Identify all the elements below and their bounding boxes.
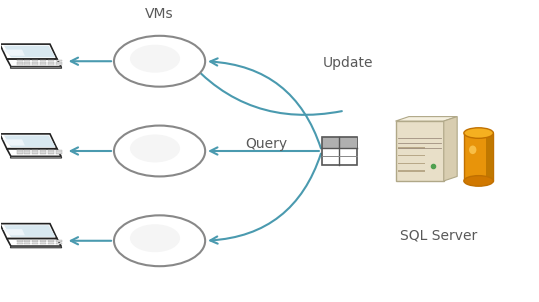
Bar	[32, 62, 38, 63]
Circle shape	[130, 134, 180, 162]
Bar	[486, 133, 493, 181]
Bar	[40, 150, 46, 151]
Bar	[17, 150, 23, 151]
Bar	[48, 239, 54, 241]
Bar	[56, 60, 61, 61]
Bar	[24, 152, 30, 153]
Bar	[398, 155, 425, 156]
Circle shape	[114, 36, 205, 87]
Bar	[32, 63, 38, 65]
Bar	[40, 63, 46, 65]
Bar	[56, 153, 61, 154]
Polygon shape	[7, 59, 61, 67]
Circle shape	[114, 215, 205, 266]
Polygon shape	[396, 117, 457, 121]
Bar	[56, 241, 61, 243]
Bar	[56, 150, 61, 151]
Bar	[32, 241, 38, 243]
Polygon shape	[0, 224, 57, 239]
Polygon shape	[3, 139, 25, 146]
Bar	[32, 153, 38, 154]
Bar	[40, 62, 46, 63]
Polygon shape	[444, 117, 457, 181]
Text: Update: Update	[323, 56, 374, 70]
Bar	[40, 60, 46, 61]
Bar	[24, 60, 30, 61]
Bar	[56, 152, 61, 153]
Polygon shape	[10, 156, 61, 158]
Circle shape	[130, 224, 180, 252]
FancyBboxPatch shape	[396, 121, 444, 181]
Polygon shape	[0, 44, 57, 59]
Polygon shape	[7, 149, 61, 156]
Bar	[40, 153, 46, 154]
Bar	[40, 152, 46, 153]
Bar	[17, 153, 23, 154]
Bar	[48, 243, 54, 244]
Bar	[24, 62, 30, 63]
Bar	[17, 239, 23, 241]
Polygon shape	[4, 225, 56, 237]
Bar	[56, 63, 61, 65]
Bar	[24, 241, 30, 243]
Bar	[32, 152, 38, 153]
Polygon shape	[7, 239, 61, 246]
Polygon shape	[3, 50, 25, 56]
Bar	[48, 63, 54, 65]
Bar	[56, 243, 61, 244]
Polygon shape	[4, 135, 56, 147]
Bar	[17, 60, 23, 61]
Bar	[398, 147, 425, 149]
Bar	[17, 62, 23, 63]
Bar	[17, 63, 23, 65]
Ellipse shape	[464, 176, 493, 186]
Polygon shape	[10, 246, 61, 248]
Bar	[40, 243, 46, 244]
Text: SQL Server: SQL Server	[400, 229, 477, 243]
Bar	[40, 239, 46, 241]
Bar	[398, 170, 425, 172]
Polygon shape	[10, 67, 61, 68]
Bar	[56, 62, 61, 63]
Circle shape	[114, 126, 205, 176]
Polygon shape	[0, 134, 57, 149]
Bar	[48, 152, 54, 153]
Bar	[24, 239, 30, 241]
Polygon shape	[3, 229, 25, 235]
Bar	[40, 241, 46, 243]
Bar	[24, 150, 30, 151]
Bar	[24, 243, 30, 244]
Bar	[24, 63, 30, 65]
Bar	[32, 60, 38, 61]
Bar	[32, 239, 38, 241]
Bar	[398, 163, 425, 164]
Ellipse shape	[469, 146, 476, 154]
Bar	[48, 153, 54, 154]
Bar	[48, 150, 54, 151]
Bar	[32, 150, 38, 151]
Polygon shape	[4, 46, 56, 57]
Bar	[32, 243, 38, 244]
Text: Query: Query	[245, 137, 287, 150]
Text: VMs: VMs	[146, 7, 174, 21]
Bar	[48, 62, 54, 63]
Bar	[48, 241, 54, 243]
Bar	[56, 239, 61, 241]
Bar	[464, 133, 493, 181]
Bar	[17, 152, 23, 153]
Bar	[24, 153, 30, 154]
Bar	[322, 137, 357, 148]
Bar	[17, 241, 23, 243]
Ellipse shape	[464, 128, 493, 138]
Bar	[17, 243, 23, 244]
Bar	[48, 60, 54, 61]
Circle shape	[130, 45, 180, 73]
Bar	[322, 137, 357, 165]
